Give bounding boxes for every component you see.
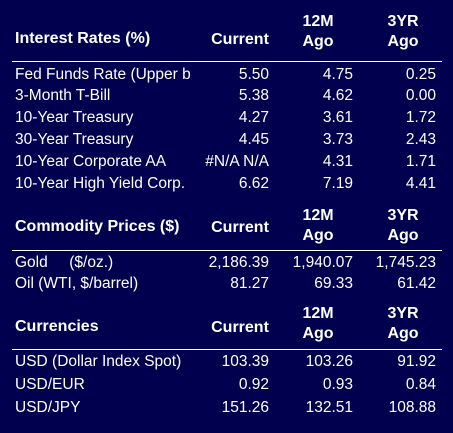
section-title-currencies: Currencies xyxy=(15,318,99,335)
table-row: 10-Year Corporate AA #N/A N/A 4.31 1.71 xyxy=(15,153,436,170)
table-row: Oil (WTI, $/barrel) 81.27 69.33 61.42 xyxy=(15,275,436,292)
section-title-interest-rates: Interest Rates (%) xyxy=(15,30,151,47)
col-12m-label: 12M Ago xyxy=(302,13,334,50)
table-row: 10-Year Treasury 4.27 3.61 1.72 xyxy=(15,109,436,126)
col-12m-label: 12M Ago xyxy=(302,207,334,244)
col-current-label: Current xyxy=(211,31,269,48)
divider xyxy=(12,61,442,62)
col-3yr-label: 3YR Ago xyxy=(387,207,419,244)
table-row: USD/JPY 151.26 132.51 108.88 xyxy=(15,399,436,416)
table-row: 3-Month T-Bill 5.38 4.62 0.00 xyxy=(15,87,436,104)
table-row: Fed Funds Rate (Upper b 5.50 4.75 0.25 xyxy=(15,66,436,83)
col-3yr-label: 3YR Ago xyxy=(387,13,419,50)
table-row: 30-Year Treasury 4.45 3.73 2.43 xyxy=(15,131,436,148)
col-3yr-label: 3YR Ago xyxy=(387,305,419,342)
divider xyxy=(12,349,442,350)
section-title-commodity: Commodity Prices ($) xyxy=(15,218,180,235)
table-row: 10-Year High Yield Corp. 6.62 7.19 4.41 xyxy=(15,175,436,192)
col-current-label: Current xyxy=(211,319,269,336)
table-row: USD (Dollar Index Spot) 103.39 103.26 91… xyxy=(15,353,436,370)
table-row: Gold ($/oz.) 2,186.39 1,940.07 1,745.23 xyxy=(15,254,436,271)
col-12m-label: 12M Ago xyxy=(302,305,334,342)
table-row: USD/EUR 0.92 0.93 0.84 xyxy=(15,376,436,393)
divider xyxy=(12,250,442,251)
col-current-label: Current xyxy=(211,219,269,236)
